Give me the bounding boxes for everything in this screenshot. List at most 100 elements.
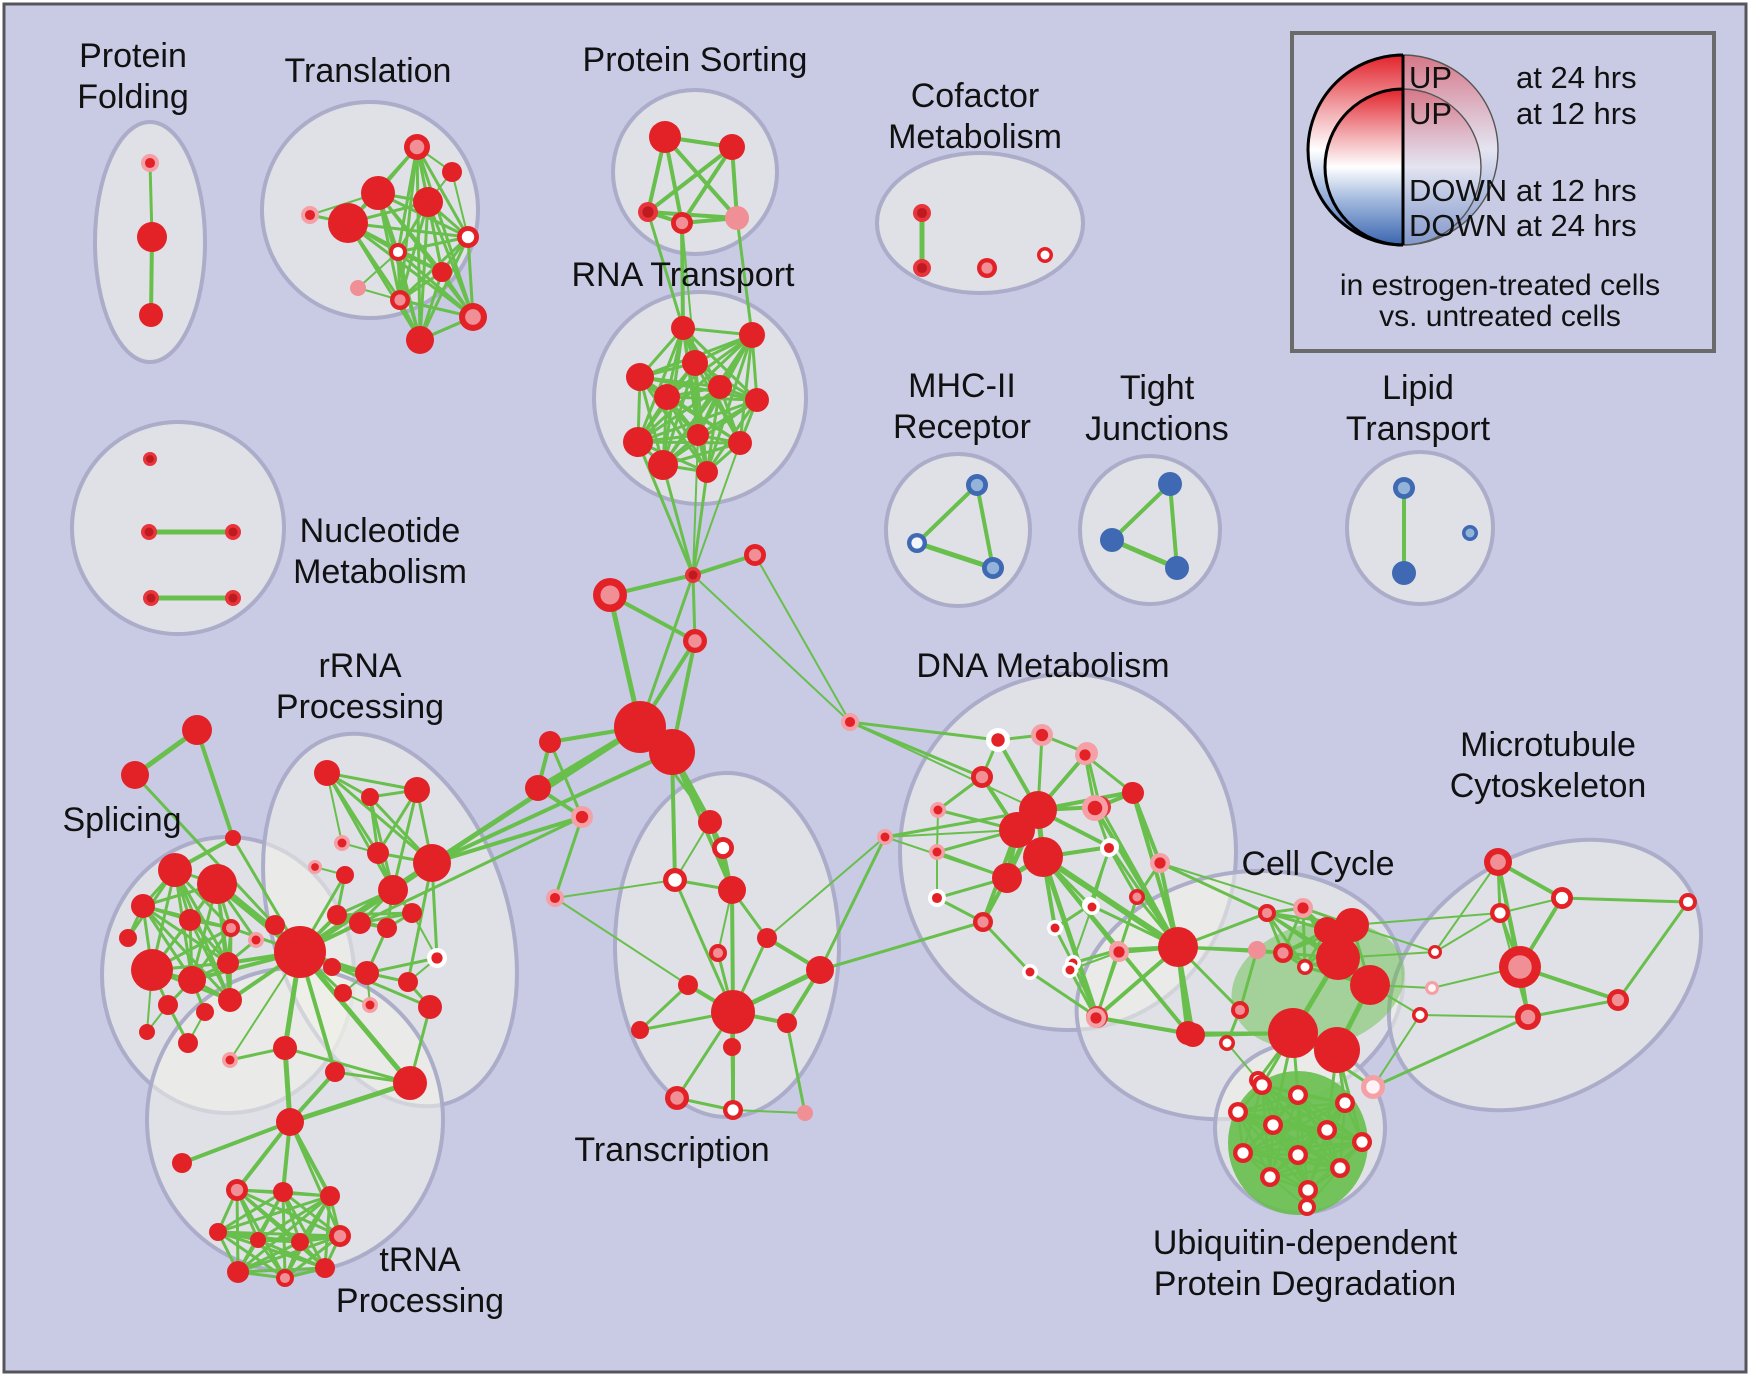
node-core (1232, 1106, 1244, 1118)
node-core (1237, 1147, 1249, 1159)
node-core (1682, 896, 1694, 908)
cluster-label-transcription: Transcription (574, 1131, 769, 1169)
network-node (320, 1186, 340, 1206)
node-ring (1268, 1008, 1318, 1058)
node-ring (119, 929, 137, 947)
network-edge (646, 145, 734, 214)
network-edge (397, 250, 474, 319)
cluster-label-lipid-transport: Transport (1346, 410, 1491, 448)
network-node (1248, 941, 1266, 959)
node-core (1431, 948, 1439, 956)
node-core (986, 561, 1000, 575)
network-node (1352, 1132, 1372, 1152)
cluster-label-cofactor-metabolism: Metabolism (888, 118, 1062, 156)
node-core (844, 716, 856, 728)
network-node (276, 1269, 294, 1287)
network-node (459, 303, 487, 331)
network-node (1484, 848, 1512, 876)
node-ring (367, 842, 389, 864)
network-node (1158, 472, 1182, 496)
network-node (222, 919, 240, 937)
network-edge (188, 919, 232, 1001)
cluster-ellipse-cofactor-metabolism (875, 151, 1085, 295)
network-node (1298, 1180, 1318, 1200)
network-edge (1372, 1015, 1529, 1089)
node-core (333, 1229, 347, 1243)
network-edge (647, 210, 738, 220)
network-node (1462, 525, 1478, 541)
network-node (308, 860, 322, 874)
network-node (1252, 1075, 1272, 1095)
network-node (413, 187, 443, 217)
network-node (546, 889, 564, 907)
network-edge (666, 395, 758, 402)
network-node (797, 1105, 813, 1121)
node-core (1555, 891, 1569, 905)
legend-box (1290, 31, 1716, 353)
node-core (1465, 528, 1475, 538)
node-core (991, 733, 1005, 747)
node-ring (739, 322, 765, 348)
network-node (1330, 1158, 1350, 1178)
network-node (1393, 477, 1415, 499)
network-node (334, 835, 350, 851)
network-node (663, 868, 687, 892)
network-node (698, 810, 722, 834)
node-core (304, 209, 316, 221)
node-core (712, 947, 724, 959)
cluster-label-dna-metabolism: DNA Metabolism (916, 647, 1169, 685)
network-node (1298, 1198, 1316, 1216)
node-ring (1158, 927, 1198, 967)
node-ring (719, 134, 745, 160)
node-ring (696, 461, 718, 483)
network-node (1260, 1167, 1280, 1187)
network-edge (661, 464, 695, 576)
network-node (226, 1179, 248, 1201)
network-edge (637, 398, 758, 444)
network-node (143, 590, 159, 606)
network-edge (236, 1188, 341, 1238)
network-edge (1616, 901, 1690, 1001)
network-node (158, 995, 178, 1015)
node-core (549, 892, 561, 904)
network-node (1679, 893, 1697, 911)
network-edge (662, 398, 758, 467)
node-ring (139, 1024, 155, 1040)
network-node (1031, 724, 1053, 746)
network-node (1086, 1008, 1106, 1028)
network-node (196, 1003, 214, 1021)
network-edge (431, 750, 673, 865)
legend-outer-left-arc (1306, 53, 1404, 247)
network-node (406, 326, 434, 354)
node-core (146, 455, 154, 463)
network-node (393, 1066, 427, 1100)
network-edge (326, 771, 418, 792)
node-ring (250, 1232, 266, 1248)
node-ring (196, 1003, 214, 1021)
network-node (1316, 936, 1360, 980)
legend-direction-label: DOWN (1409, 173, 1507, 208)
node-ring (687, 424, 709, 446)
node-core (727, 1104, 739, 1116)
node-ring (398, 972, 418, 992)
network-node (323, 958, 341, 976)
network-node (1219, 1035, 1235, 1051)
legend-time-label: at 12 hrs (1516, 173, 1637, 208)
node-core (1300, 962, 1310, 972)
node-ring (539, 731, 561, 753)
node-ring (1316, 936, 1360, 980)
node-core (1611, 993, 1625, 1007)
network-edge (431, 815, 583, 865)
node-ring (315, 1258, 335, 1278)
network-edge (1419, 1014, 1529, 1018)
network-node (402, 903, 422, 923)
network-node (1335, 1093, 1355, 1113)
network-edge (415, 146, 475, 318)
network-edge (323, 1195, 332, 1269)
network-node (1109, 942, 1129, 962)
network-node (1047, 920, 1063, 936)
network-edge (347, 221, 474, 319)
legend-time-label: at 24 hrs (1516, 60, 1637, 95)
